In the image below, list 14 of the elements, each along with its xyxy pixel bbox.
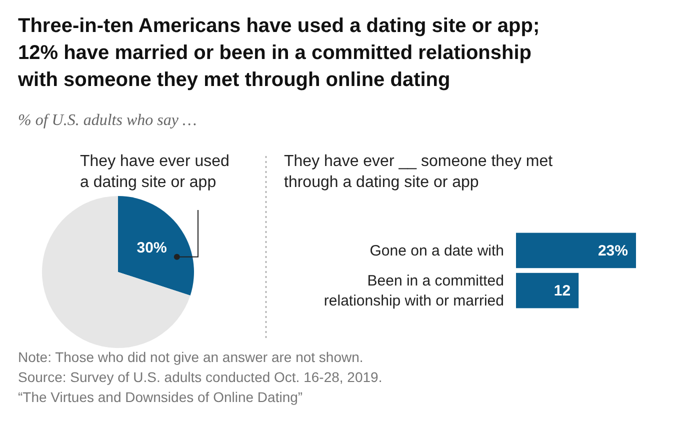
data-label: 12 xyxy=(554,282,571,300)
pie-slice xyxy=(118,196,194,296)
data-label: 23% xyxy=(598,242,628,260)
chart-title: They have ever __ someone they met through a dating site or app xyxy=(284,153,554,191)
y-tick-label: Been in a committed relationship with or married xyxy=(324,272,504,310)
y-tick-label: Gone on a date with xyxy=(370,242,504,260)
data-label: 30% xyxy=(136,239,167,256)
text: “The Virtues and Downsides of Online Dating” xyxy=(18,389,303,405)
text: Three-in-ten Americans have used a dating site or app; 12% have married or been in a committed relationship with someone they met through online dating xyxy=(17,15,540,91)
source-note: Source: Survey of U.S. adults conducted Oct. 16-28, 2019. xyxy=(18,369,382,385)
pie-slice xyxy=(42,196,190,348)
text: They have ever used a dating site or app xyxy=(80,153,230,191)
chart-subtitle: % of U.S. adults who say … xyxy=(18,112,197,129)
text: Note: Those who did not give an answer are not shown. xyxy=(18,349,364,365)
